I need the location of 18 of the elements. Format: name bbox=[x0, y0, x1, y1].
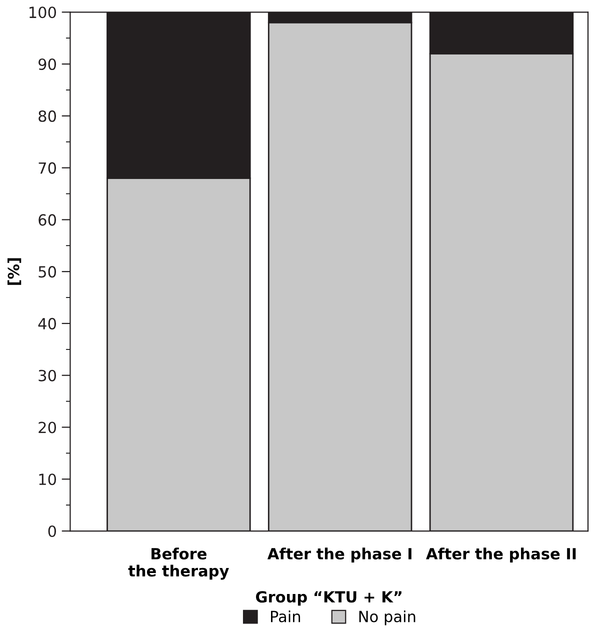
y-tick-label: 50 bbox=[38, 266, 56, 278]
y-tick-label: 90 bbox=[38, 58, 56, 70]
y-tick-label: 60 bbox=[38, 214, 56, 226]
y-tick-label: 40 bbox=[38, 318, 56, 330]
y-axis-title: [%] bbox=[8, 258, 22, 285]
x-tick-label: Before the therapy bbox=[128, 548, 229, 580]
legend-label: Pain bbox=[271, 610, 300, 622]
y-tick-label: 20 bbox=[38, 422, 56, 434]
y-tick-label: 70 bbox=[38, 162, 56, 174]
y-tick-label: 30 bbox=[38, 370, 56, 382]
y-tick-label: 10 bbox=[39, 474, 56, 486]
x-tick-label: After the phase I bbox=[267, 548, 412, 562]
x-tick-label: After the phase II bbox=[426, 548, 576, 562]
y-tick-label: 80 bbox=[38, 110, 56, 122]
x-axis-title: Group “KTU + K” bbox=[256, 591, 402, 606]
y-tick-label: 100 bbox=[30, 6, 56, 18]
y-tick-label: 0 bbox=[48, 525, 56, 538]
legend-label: No pain bbox=[359, 610, 416, 626]
